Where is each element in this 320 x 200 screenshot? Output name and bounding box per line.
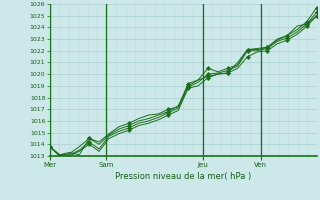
X-axis label: Pression niveau de la mer( hPa ): Pression niveau de la mer( hPa ) — [115, 172, 251, 181]
